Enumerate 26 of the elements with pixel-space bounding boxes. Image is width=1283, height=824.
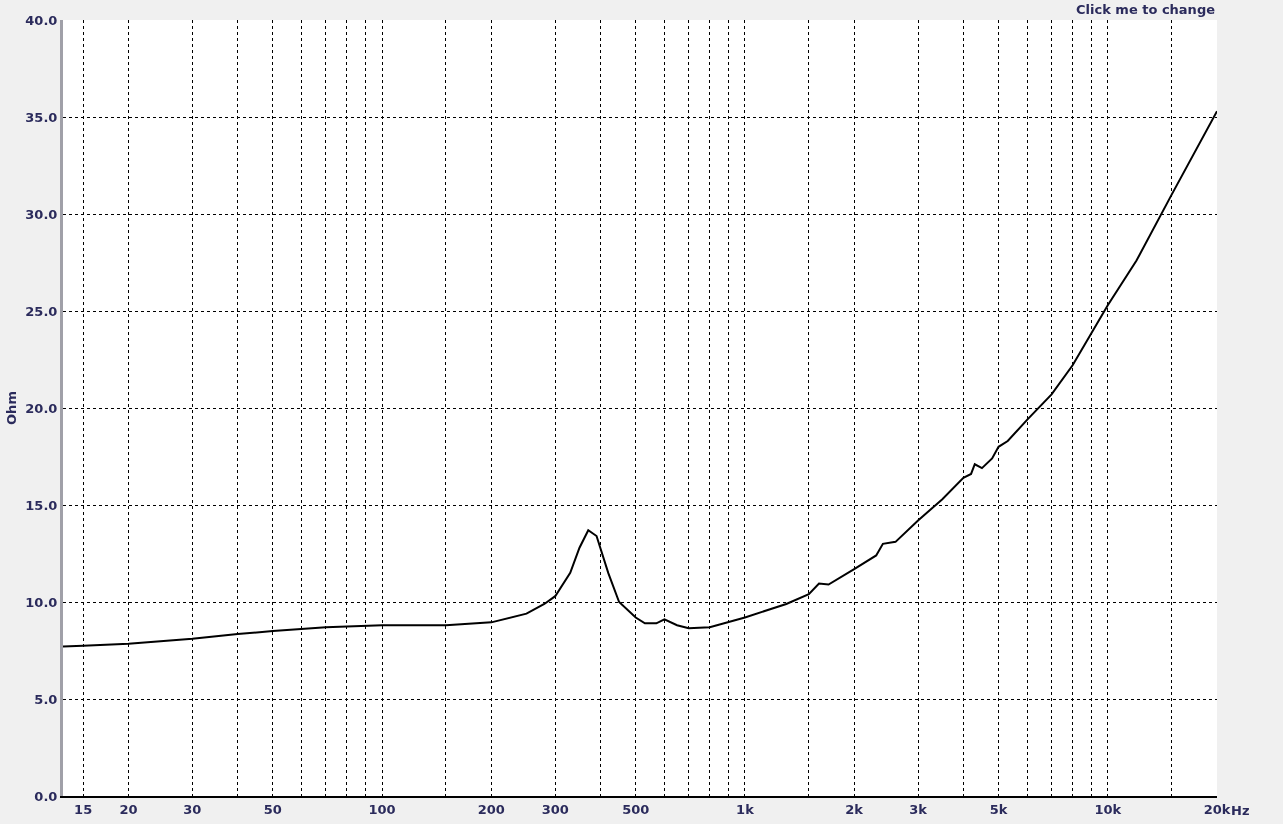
x-tick-label: 500: [622, 801, 650, 817]
x-tick-label: 20: [119, 801, 138, 817]
x-tick-label: 3k: [909, 801, 928, 817]
x-tick-label: 20k: [1203, 801, 1231, 817]
y-tick-label: 30.0: [25, 206, 58, 222]
x-axis-title: Hz: [1231, 803, 1250, 818]
x-tick-label: 300: [541, 801, 569, 817]
y-tick-label: 10.0: [25, 594, 58, 610]
y-tick-label: 5.0: [34, 691, 58, 707]
x-tick-label: 200: [477, 801, 505, 817]
y-tick-label: 0.0: [34, 788, 58, 804]
y-tick-label: 35.0: [25, 109, 58, 125]
x-tick-label: 1k: [736, 801, 755, 817]
y-tick-label: 40.0: [25, 12, 58, 28]
x-tick-label: 100: [368, 801, 396, 817]
y-tick-label: 25.0: [25, 303, 58, 319]
x-tick-label: 10k: [1094, 801, 1122, 817]
y-axis-title: Ohm: [4, 391, 20, 425]
x-tick-label: 50: [263, 801, 282, 817]
x-tick-label: 2k: [845, 801, 864, 817]
x-tick-label: 15: [74, 801, 93, 817]
y-tick-label: 20.0: [25, 400, 58, 416]
x-tick-label: 5k: [989, 801, 1008, 817]
y-tick-label: 15.0: [25, 497, 58, 513]
x-tick-label: 30: [183, 801, 202, 817]
text: Click me to change: [1076, 2, 1216, 17]
